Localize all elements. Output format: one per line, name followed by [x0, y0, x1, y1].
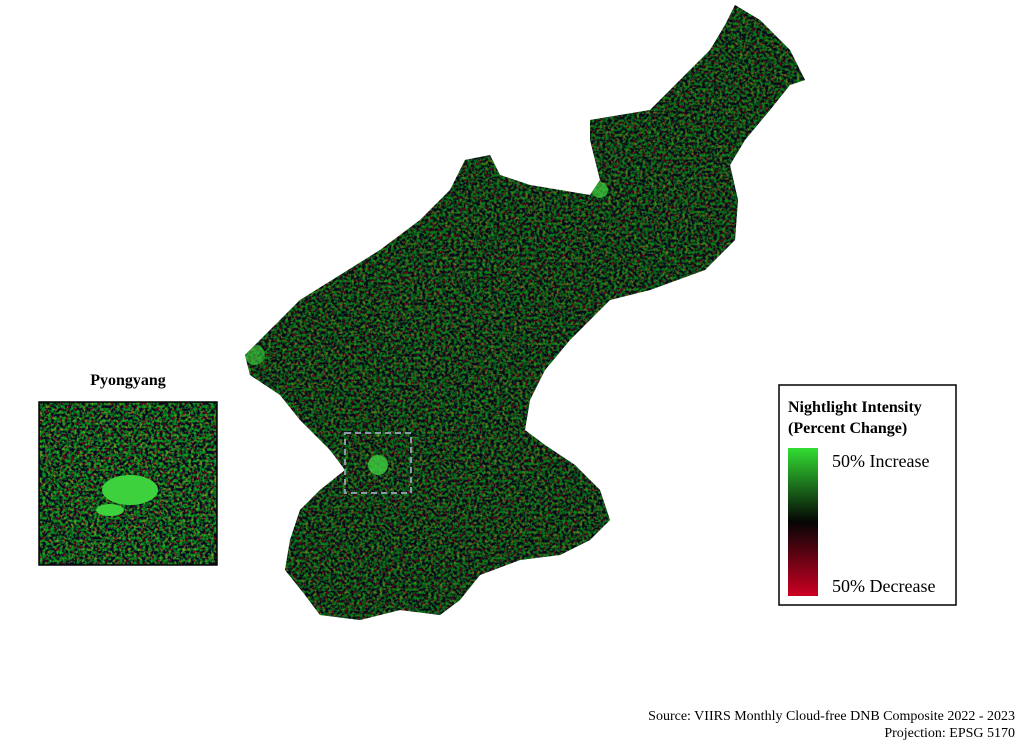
inset-extent [344, 432, 412, 494]
inset-raster [39, 402, 217, 565]
inset-title: Pyongyang [90, 372, 166, 389]
projection-note: Projection: EPSG 5170 [884, 726, 1015, 741]
legend-top-label: 50% Increase [832, 451, 929, 471]
legend-colorbar [788, 448, 818, 596]
legend-bottom-label: 50% Decrease [832, 576, 935, 596]
legend-subtitle: (Percent Change) [788, 420, 907, 437]
source-note: Source: VIIRS Monthly Cloud-free DNB Com… [648, 709, 1015, 724]
inset-frame [38, 401, 218, 566]
legend-title: Nightlight Intensity [788, 399, 922, 416]
country-raster [245, 5, 805, 620]
